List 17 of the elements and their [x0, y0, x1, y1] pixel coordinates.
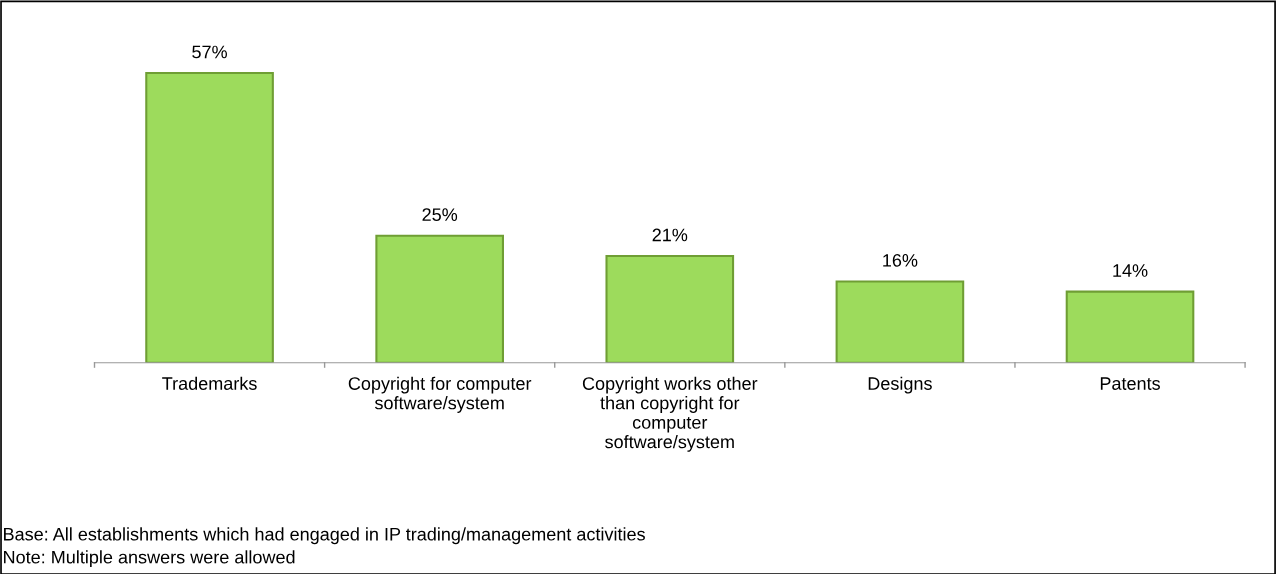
bar	[835, 280, 965, 363]
x-tick-label: Trademarks	[162, 376, 257, 390]
text: Base: All establishments which had engaged in IP trading/management activities	[4, 527, 645, 545]
data-label: 25%	[422, 208, 458, 222]
bar	[375, 234, 504, 363]
x-tick-label: Copyright works other than copyright for computer software/system	[582, 376, 758, 452]
x-tick-label: Patents	[1100, 377, 1160, 390]
text: Note: Multiple answers were allowed	[4, 550, 295, 568]
data-label: 57%	[192, 45, 227, 59]
x-tick-label: Designs	[868, 376, 932, 394]
x-tick-label: Copyright for computer software/system	[348, 376, 532, 413]
bar	[605, 254, 735, 363]
data-label: 21%	[652, 228, 688, 242]
data-label: 16%	[883, 253, 918, 267]
data-label: 14%	[1113, 264, 1148, 277]
bar	[145, 71, 274, 363]
bar	[1065, 290, 1195, 363]
